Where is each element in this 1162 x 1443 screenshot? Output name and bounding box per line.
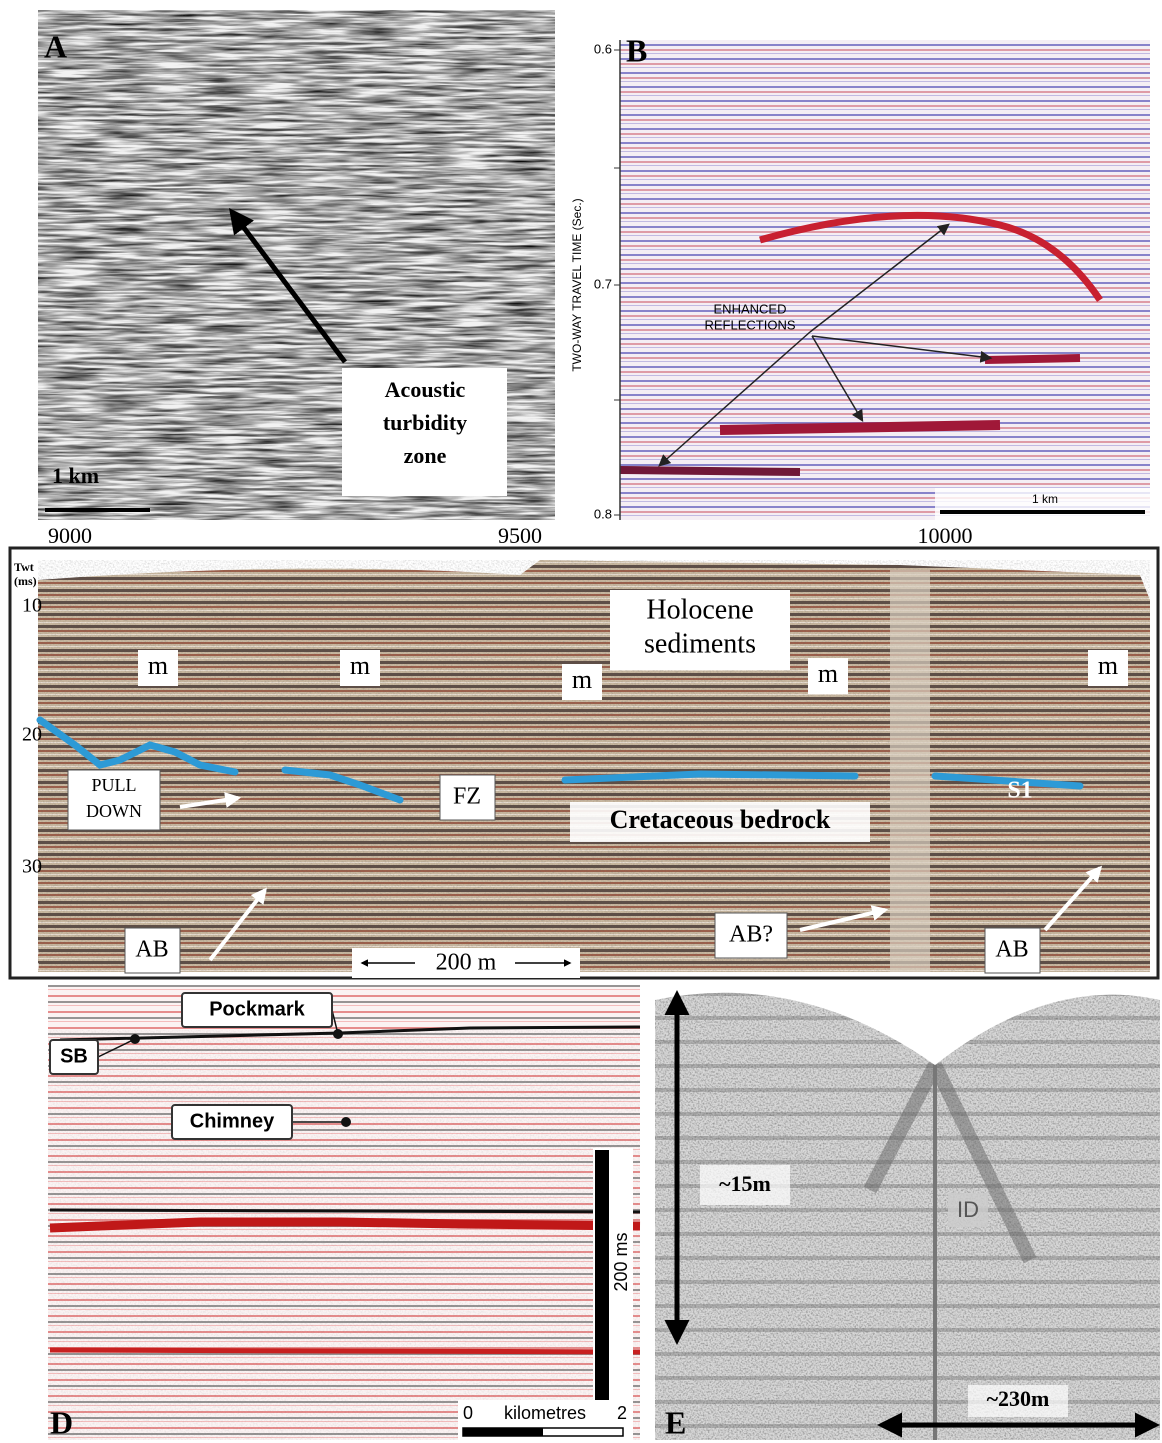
scale-label: 2 [617, 1403, 627, 1423]
panel-label: C [18, 940, 41, 976]
annotation: ID [957, 1197, 979, 1222]
panel-b: 0.6 0.7 0.8 TWO-WAY TRAVEL TIME (Sec.) B… [570, 32, 1150, 521]
y-tick-label: 20 [22, 724, 42, 746]
callout: SB [60, 1045, 88, 1067]
blanking-zone [890, 570, 930, 972]
unit-label: m [818, 659, 838, 688]
seismic-texture [48, 1030, 640, 1440]
panel-label: E [665, 1404, 686, 1440]
x-tick-label: 9000 [48, 523, 92, 548]
panel-c: Twt (ms) 10 20 30 Holocene sediments m m m… [10, 548, 1158, 978]
y-tick-label: 0.7 [594, 276, 612, 291]
scale-label: 0 [463, 1403, 473, 1423]
unit-label: m [1098, 651, 1118, 680]
y-tick-label: 0.8 [594, 506, 612, 521]
panel-label: A [44, 28, 67, 64]
callout-point [341, 1117, 351, 1127]
callout-point [130, 1034, 140, 1044]
y-axis-title: (ms) [14, 574, 37, 588]
panel-e: ~15m ID ~230m E [655, 985, 1160, 1440]
scale-bar [595, 1150, 609, 1415]
scale-bar-label: 200 m [436, 950, 497, 976]
annotation: PULL [92, 775, 137, 795]
annotation: AB [135, 937, 168, 963]
panel-a: Acoustic turbidity zone A 1 km [38, 10, 555, 520]
unit-label: m [350, 651, 370, 680]
annotation: FZ [453, 784, 481, 810]
annotation: REFLECTIONS [704, 317, 795, 332]
unit-label: m [148, 651, 168, 680]
reflector [620, 470, 800, 472]
scale-bar-label: 1 km [1032, 492, 1058, 506]
scale-label: kilometres [504, 1403, 586, 1423]
unit-label: sediments [644, 628, 756, 659]
callout: Pockmark [209, 998, 305, 1020]
x-tick-label: 10000 [918, 523, 973, 548]
scale-bar-label: 1 km [52, 463, 99, 488]
y-tick-label: 30 [22, 856, 42, 878]
seismic-texture [655, 985, 1160, 1440]
panel-d: Pockmark SB Chimney 200 ms 0 kilometres … [48, 985, 640, 1440]
reflector [720, 425, 1000, 430]
callout-point [333, 1029, 343, 1039]
unit-label: m [572, 665, 592, 694]
y-tick-label: 0.6 [594, 41, 612, 56]
seismic-image [620, 40, 1150, 520]
annotation: AB [995, 937, 1028, 963]
annotation: DOWN [86, 801, 142, 821]
callout: Chimney [190, 1110, 275, 1132]
y-tick-label: 10 [22, 595, 42, 617]
annotation: zone [404, 443, 447, 468]
scale-bar [463, 1428, 543, 1436]
surface-label: S1 [1007, 778, 1032, 804]
y-axis-title: TWO-WAY TRAVEL TIME (Sec.) [570, 198, 584, 371]
unit-label: Holocene [646, 594, 753, 625]
reflector [985, 358, 1080, 360]
annotation: turbidity [383, 410, 467, 435]
scale-bar-label: 200 ms [611, 1232, 631, 1291]
panel-label: D [50, 1404, 73, 1440]
annotation: ~230m [987, 1386, 1050, 1411]
panel-label: B [626, 32, 647, 68]
annotation: Acoustic [385, 377, 466, 402]
reflector [50, 1210, 640, 1212]
reflector [50, 1350, 640, 1352]
annotation: ENHANCED [714, 301, 787, 316]
y-axis-title: Twt [14, 560, 34, 574]
figure: Acoustic turbidity zone A 1 km 0.6 0.7 0… [0, 0, 1162, 1443]
annotation: AB? [729, 922, 773, 948]
unit-label: Cretaceous bedrock [610, 805, 831, 834]
annotation: ~15m [719, 1171, 771, 1196]
x-tick-label: 9500 [498, 523, 542, 548]
